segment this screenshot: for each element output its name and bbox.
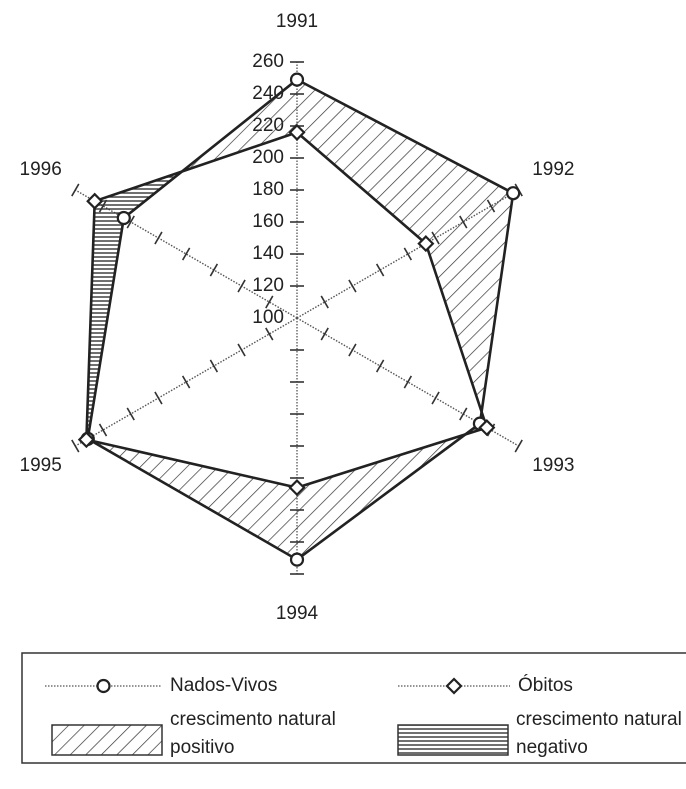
legend-label: positivo bbox=[170, 737, 234, 758]
plot: 1991199219931994199519961001201401601802… bbox=[20, 11, 575, 624]
marker bbox=[288, 479, 306, 497]
legend-label: Óbitos bbox=[518, 674, 573, 696]
legend-marker bbox=[445, 677, 463, 695]
marker bbox=[289, 72, 305, 87]
marker bbox=[77, 431, 95, 449]
r-tick-label: 260 bbox=[252, 51, 284, 72]
marker bbox=[417, 235, 435, 253]
legend-swatch bbox=[397, 724, 509, 756]
marker bbox=[86, 192, 104, 210]
marker bbox=[289, 552, 305, 567]
marker bbox=[478, 419, 496, 437]
legend-swatch bbox=[51, 724, 163, 756]
legend-label: crescimento natural bbox=[516, 709, 682, 730]
marker bbox=[116, 210, 131, 226]
tick-mark bbox=[71, 439, 80, 453]
category-label: 1993 bbox=[532, 455, 574, 476]
legend-box bbox=[21, 652, 686, 764]
category-label: 1991 bbox=[276, 11, 318, 32]
category-label: 1994 bbox=[276, 603, 319, 624]
marker bbox=[288, 123, 306, 141]
legend-label: Nados-Vivos bbox=[170, 675, 277, 696]
category-label: 1995 bbox=[20, 455, 62, 476]
legend-marker bbox=[96, 678, 111, 694]
legend-label: negativo bbox=[516, 737, 588, 758]
tick-mark bbox=[514, 439, 523, 453]
negative-area bbox=[86, 132, 487, 488]
legend-label: crescimento natural bbox=[170, 709, 336, 730]
category-label: 1992 bbox=[532, 159, 574, 180]
marker bbox=[506, 186, 521, 201]
category-label: 1996 bbox=[20, 159, 62, 180]
tick-mark bbox=[71, 183, 80, 197]
